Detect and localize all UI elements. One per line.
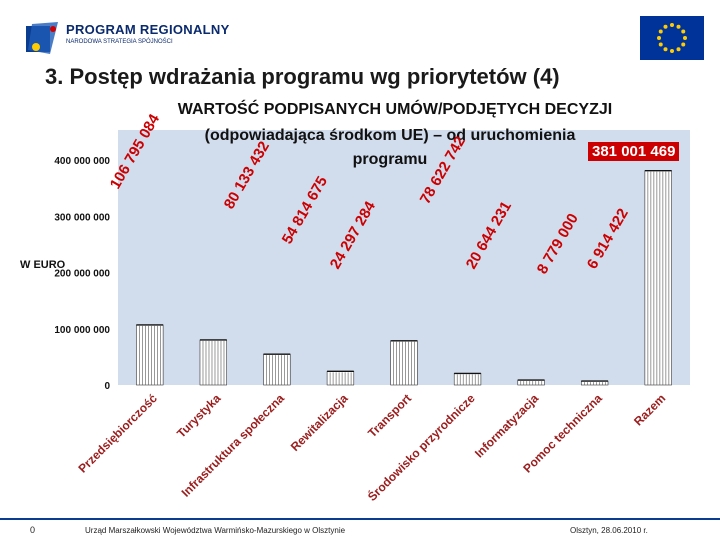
chart-title-line: WARTOŚĆ PODPISANYCH UMÓW/PODJĘTYCH DECYZ…	[178, 99, 612, 118]
chart-title-line: programu	[353, 151, 428, 168]
footer-organization: Urząd Marszałkowski Województwa Warmińsk…	[85, 526, 346, 535]
eu-star-icon	[683, 36, 687, 40]
x-tick-label: Środowisko przyrodnicze	[364, 390, 478, 504]
x-tick-label: Razem	[631, 391, 668, 428]
bar	[263, 353, 291, 386]
slide-title: 3. Postęp wdrażania programu wg prioryte…	[45, 64, 560, 89]
footer-rule	[0, 518, 720, 520]
x-tick-label: Turystyka	[174, 391, 224, 441]
total-value-label: 381 001 469	[588, 142, 680, 161]
y-axis-label: W EURO	[20, 259, 66, 271]
eu-star-icon	[681, 42, 686, 47]
bar	[136, 324, 164, 386]
eu-star-icon	[657, 36, 661, 40]
eu-star-icon	[676, 24, 681, 29]
eu-star-icon	[681, 29, 686, 34]
x-tick-label: Transport	[365, 391, 414, 440]
bar	[390, 340, 418, 386]
bar	[326, 370, 355, 386]
y-tick-label: 200 000 000	[54, 269, 110, 280]
page-number: 0	[30, 525, 36, 535]
y-tick-label: 300 000 000	[54, 212, 110, 223]
x-tick-label: Infrastruktura społeczna	[179, 391, 288, 500]
eu-star-icon	[658, 29, 663, 34]
x-tick-label: Przedsiębiorczość	[75, 391, 160, 476]
chart-title-line: (odpowiadająca środkom UE) – od uruchomi…	[205, 127, 576, 144]
bar	[644, 169, 672, 386]
eu-star-icon	[670, 23, 674, 27]
y-tick-label: 0	[104, 381, 110, 392]
logo-title: PROGRAM REGIONALNY	[66, 22, 230, 37]
eu-star-icon	[663, 24, 668, 29]
eu-star-icon	[658, 42, 663, 47]
eu-star-icon	[663, 47, 668, 52]
eu-star-icon	[670, 49, 674, 53]
footer-date: Olsztyn, 28.06.2010 r.	[570, 526, 648, 535]
bar	[199, 339, 227, 386]
eu-flag-icon	[640, 16, 704, 60]
program-logo-icon	[26, 22, 58, 54]
eu-star-icon	[676, 47, 681, 52]
x-tick-label: Informatyzacja	[472, 391, 542, 461]
bar	[517, 379, 545, 386]
y-tick-label: 400 000 000	[54, 156, 110, 167]
bar	[581, 380, 609, 386]
x-tick-label: Rewitalizacja	[288, 391, 351, 454]
bar	[453, 372, 482, 386]
y-tick-label: 100 000 000	[54, 325, 110, 336]
logo-subtitle: NARODOWA STRATEGIA SPÓJNOŚCI	[66, 39, 173, 45]
